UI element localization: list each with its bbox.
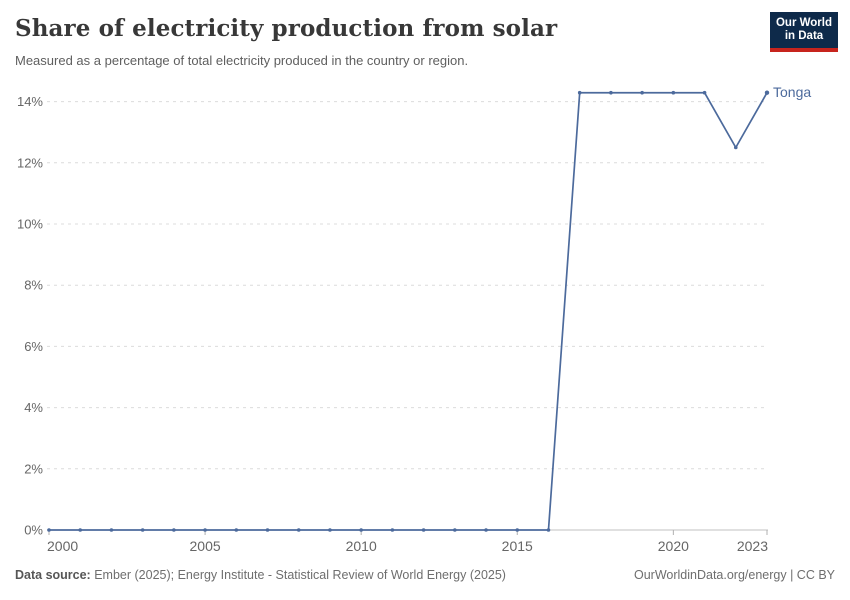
chart-subtitle: Measured as a percentage of total electr… [15, 53, 469, 68]
data-source-label: Data source: [15, 568, 91, 582]
data-point[interactable] [577, 90, 582, 95]
y-axis-labels: 0% 2% 4% 6% 8% 10% 12% 14% [17, 94, 43, 537]
data-point[interactable] [109, 528, 114, 532]
data-point[interactable] [609, 90, 613, 95]
owid-logo-line1: Our World [775, 16, 832, 29]
x-axis-tick-label: 2015 [502, 538, 533, 554]
y-axis-tick-label: 6% [24, 339, 43, 354]
series-line[interactable] [48, 91, 768, 531]
data-point[interactable] [515, 528, 520, 532]
chart-footer: Data source: Ember (2025); Energy Instit… [15, 568, 835, 582]
data-point[interactable] [359, 528, 363, 532]
x-axis: 2000 2005 2010 2015 2020 2023 [47, 529, 768, 554]
x-axis-tick-label: 2005 [190, 538, 221, 554]
data-point[interactable] [296, 528, 301, 532]
data-source-value: Ember (2025); Energy Institute - Statist… [90, 568, 506, 582]
data-point[interactable] [47, 528, 51, 532]
data-point[interactable] [733, 145, 738, 150]
data-point[interactable] [421, 528, 426, 532]
data-source-text: Data source: Ember (2025); Energy Instit… [15, 568, 506, 582]
gridlines [47, 101, 768, 470]
data-point[interactable] [203, 528, 207, 532]
data-point[interactable] [702, 90, 707, 95]
y-axis-tick-label: 10% [17, 217, 43, 232]
data-point[interactable] [234, 528, 239, 532]
x-axis-tick-label: 2020 [658, 538, 689, 554]
y-axis-tick-label: 2% [24, 461, 43, 476]
owid-logo: Our World in Data [770, 12, 838, 52]
y-axis-tick-label: 0% [24, 523, 43, 538]
x-axis-tick-label: 2010 [346, 538, 377, 554]
data-point[interactable] [764, 90, 770, 95]
y-axis-tick-label: 12% [17, 155, 43, 170]
x-axis-tick-label: 2000 [47, 538, 78, 554]
data-point[interactable] [640, 90, 644, 95]
data-point[interactable] [140, 528, 145, 532]
chart-title: Share of electricity production from sol… [15, 15, 558, 42]
series-line-group[interactable]: Tonga [47, 84, 811, 532]
data-point[interactable] [484, 528, 488, 532]
footer-license-text: OurWorldinData.org/energy | CC BY [633, 568, 835, 582]
data-point[interactable] [265, 528, 270, 532]
data-point[interactable] [172, 528, 176, 532]
y-axis-tick-label: 14% [17, 94, 43, 109]
data-point[interactable] [78, 528, 83, 532]
owid-logo-line2: in Data [784, 30, 824, 42]
series-end-label[interactable]: Tonga [773, 84, 811, 100]
data-point[interactable] [390, 528, 395, 532]
data-point[interactable] [453, 528, 457, 532]
y-axis-tick-label: 8% [24, 278, 43, 293]
data-point[interactable] [328, 528, 332, 532]
data-point[interactable] [546, 528, 551, 532]
data-point[interactable] [671, 90, 676, 95]
y-axis-tick-label: 4% [24, 400, 43, 415]
x-axis-tick-label: 2023 [737, 538, 768, 554]
